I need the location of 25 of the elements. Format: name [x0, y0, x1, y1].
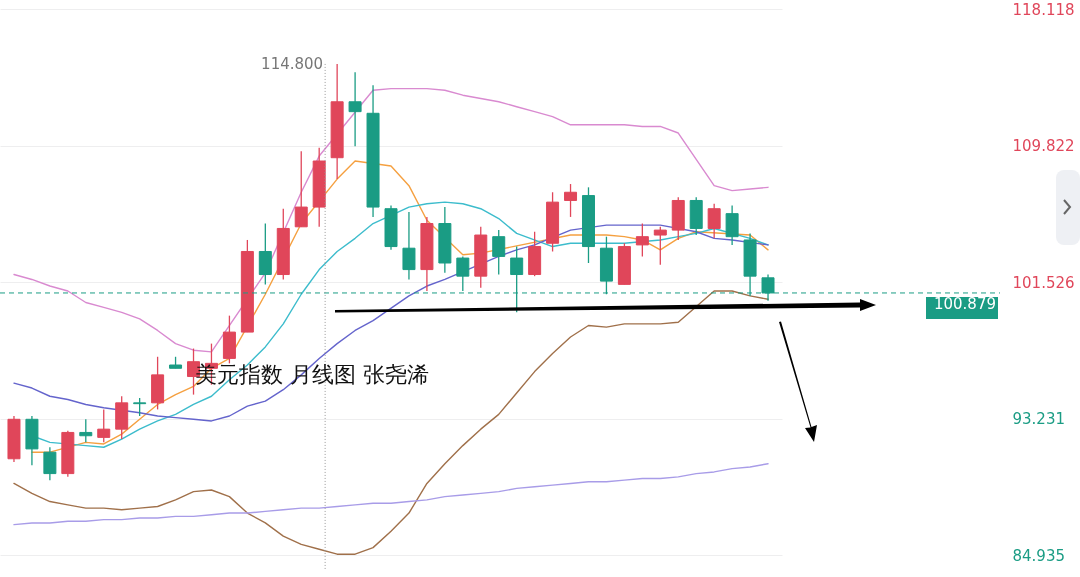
y-tick-label: 118.118 — [1012, 0, 1075, 19]
candlestick — [492, 229, 506, 276]
candlestick — [43, 446, 57, 481]
candlestick — [635, 222, 649, 258]
candlestick — [402, 211, 416, 281]
candlestick — [258, 222, 272, 286]
ref-line-label: 100.879 — [933, 294, 996, 313]
candlestick — [564, 183, 578, 218]
line-series — [13, 224, 769, 422]
annotation: 114.800 — [261, 54, 324, 73]
candlestick — [97, 408, 111, 443]
candlestick — [348, 71, 362, 147]
y-tick-label: 84.935 — [1012, 546, 1065, 565]
y-tick-label: 109.822 — [1012, 137, 1075, 156]
line-series — [13, 463, 769, 526]
candlestick — [725, 204, 739, 246]
candlestick — [79, 418, 93, 443]
y-tick-label: 101.526 — [1012, 273, 1075, 292]
candlestick — [294, 150, 308, 228]
y-tick-label: 93.231 — [1012, 410, 1065, 429]
line-series — [13, 290, 769, 555]
line-series — [13, 87, 769, 353]
candlestick — [133, 397, 147, 417]
candlestick — [707, 203, 721, 239]
candlestick — [653, 226, 667, 266]
